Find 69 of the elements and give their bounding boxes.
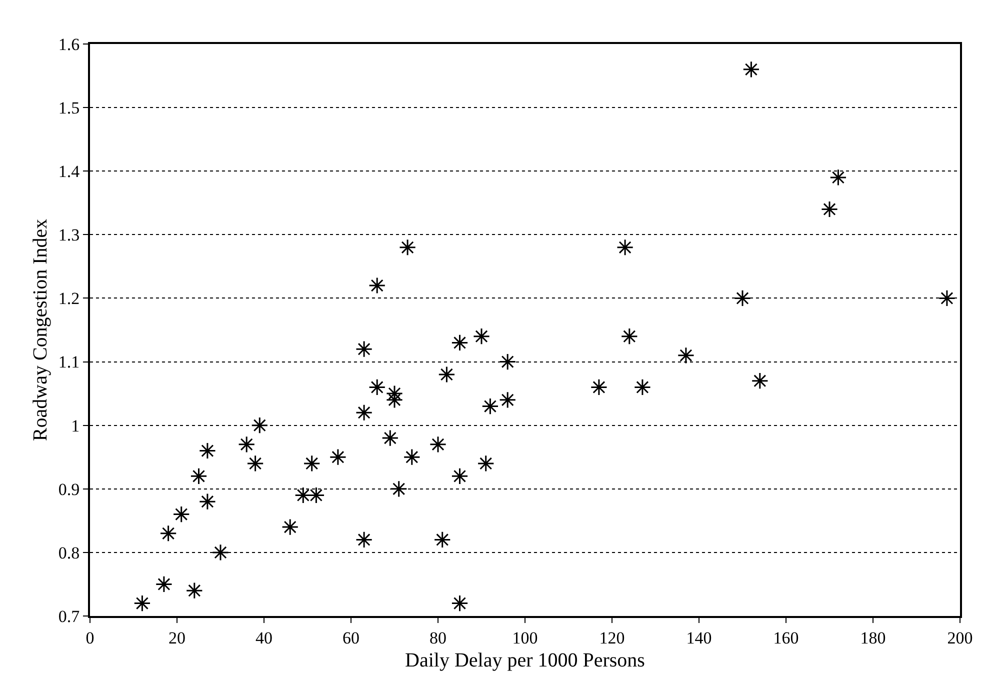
point [451, 594, 468, 612]
point [172, 506, 190, 523]
point [399, 238, 416, 256]
x-tick-label: 40 [256, 628, 272, 648]
point [303, 454, 320, 472]
point [677, 346, 694, 364]
point [198, 442, 216, 460]
y-tick-label: 1 [71, 416, 80, 436]
point [472, 328, 490, 345]
x-tick-label: 140 [686, 628, 712, 648]
point [382, 429, 399, 447]
point [390, 480, 408, 498]
point [820, 200, 838, 218]
point [186, 582, 203, 600]
x-tick-label: 180 [860, 628, 886, 648]
x-tick-label: 200 [947, 628, 973, 648]
point [368, 378, 386, 396]
point [134, 594, 151, 612]
x-axis-title: Daily Delay per 1000 Persons [405, 649, 646, 672]
point [246, 454, 264, 472]
y-tick-label: 0.8 [58, 543, 80, 562]
point [160, 524, 177, 542]
y-axis-title: Roadway Congestion Index [29, 218, 52, 442]
point [238, 436, 256, 453]
point [742, 60, 760, 78]
point [499, 353, 516, 370]
point [590, 378, 608, 396]
y-tick-label: 1.3 [58, 226, 80, 245]
point [429, 436, 447, 453]
y-tick-label: 1.1 [58, 352, 80, 372]
point [634, 378, 651, 396]
point [212, 544, 230, 561]
y-tick-label: 1.2 [58, 289, 80, 308]
point [482, 398, 499, 415]
y-tick-label: 1.4 [58, 162, 80, 182]
point [403, 448, 420, 466]
point [477, 454, 494, 472]
point [282, 518, 299, 536]
point [356, 531, 373, 548]
point [451, 334, 468, 352]
y-tick-label: 1.5 [58, 98, 80, 118]
point [938, 290, 956, 307]
point [155, 576, 172, 593]
point [734, 290, 752, 307]
x-tick-label: 60 [342, 628, 360, 648]
x-tick-label: 160 [773, 628, 799, 648]
point [434, 531, 451, 548]
point [830, 168, 847, 186]
x-tick-label: 0 [86, 628, 94, 648]
point [329, 448, 346, 466]
point [451, 468, 468, 485]
x-tick-label: 80 [430, 628, 446, 648]
y-tick-label: 1.6 [58, 34, 80, 54]
x-tick-label: 120 [599, 628, 625, 648]
point [198, 493, 216, 510]
x-tick-label: 100 [512, 628, 538, 648]
point [251, 416, 268, 434]
x-tick-label: 20 [168, 628, 186, 648]
point [751, 372, 768, 390]
point [616, 238, 634, 256]
point [368, 276, 386, 294]
y-tick-label: 0.9 [58, 480, 80, 499]
point [190, 468, 208, 485]
point [356, 404, 373, 422]
point [499, 391, 516, 408]
point [620, 328, 638, 345]
y-tick-label: 0.7 [58, 606, 80, 626]
point [438, 366, 456, 384]
point [356, 340, 373, 358]
